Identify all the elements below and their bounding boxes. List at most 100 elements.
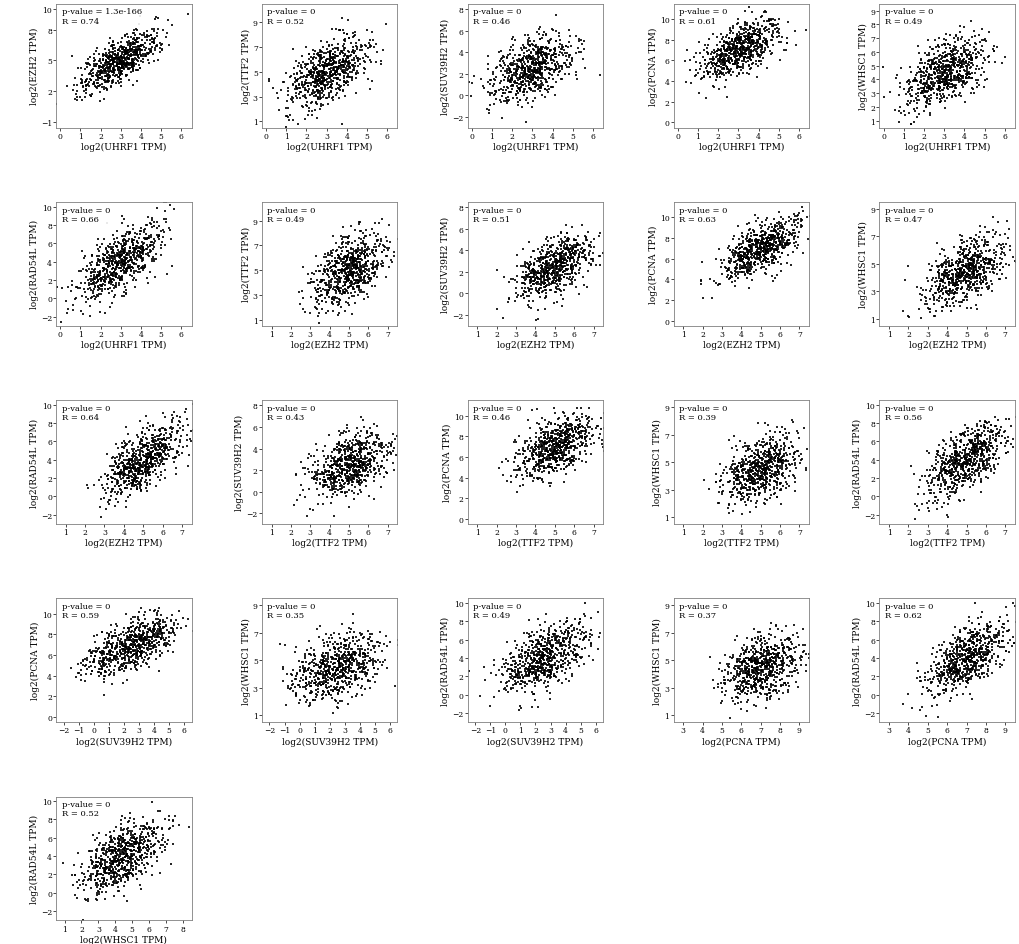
Point bbox=[338, 678, 355, 693]
Point bbox=[793, 452, 809, 467]
Point bbox=[946, 659, 962, 674]
Point bbox=[726, 278, 742, 294]
Point bbox=[523, 646, 539, 661]
Point bbox=[548, 268, 565, 283]
Point bbox=[902, 117, 918, 132]
Point bbox=[298, 676, 314, 691]
Point bbox=[537, 283, 553, 298]
Point bbox=[108, 853, 124, 868]
Point bbox=[165, 442, 181, 457]
Point bbox=[944, 275, 960, 290]
Point bbox=[711, 66, 728, 81]
Point bbox=[963, 51, 979, 66]
Point bbox=[338, 654, 355, 669]
Point bbox=[138, 637, 154, 652]
Point bbox=[749, 258, 765, 273]
Point bbox=[328, 76, 344, 92]
Point bbox=[165, 812, 181, 827]
Point bbox=[132, 630, 149, 645]
Point bbox=[105, 629, 121, 644]
Point bbox=[937, 59, 954, 74]
Point bbox=[746, 622, 762, 637]
Point bbox=[120, 261, 137, 276]
Point bbox=[132, 453, 149, 468]
Point bbox=[716, 261, 733, 277]
Point bbox=[514, 288, 530, 303]
Point bbox=[339, 460, 356, 475]
Point bbox=[554, 423, 571, 438]
Point bbox=[723, 481, 740, 497]
Point bbox=[327, 291, 343, 306]
Point bbox=[345, 647, 362, 662]
Point bbox=[318, 664, 334, 679]
Point bbox=[758, 641, 774, 656]
Point bbox=[158, 639, 174, 654]
Point bbox=[978, 239, 995, 254]
Point bbox=[551, 428, 568, 443]
Point bbox=[729, 37, 745, 52]
Point bbox=[86, 277, 102, 292]
Point bbox=[966, 246, 982, 261]
Point bbox=[687, 69, 703, 84]
Point bbox=[123, 43, 140, 59]
Point bbox=[506, 657, 523, 672]
Point bbox=[577, 609, 593, 624]
Point bbox=[92, 641, 108, 656]
Point bbox=[733, 49, 749, 64]
Point bbox=[767, 435, 784, 450]
Point bbox=[922, 475, 938, 490]
Point bbox=[540, 448, 556, 464]
Point bbox=[789, 238, 805, 253]
Point bbox=[357, 431, 373, 447]
Point bbox=[510, 664, 526, 679]
Point bbox=[707, 58, 723, 73]
Point bbox=[977, 632, 994, 647]
Point bbox=[341, 264, 358, 279]
Point bbox=[722, 34, 739, 49]
Point bbox=[88, 270, 104, 285]
Point bbox=[548, 277, 565, 292]
Point bbox=[551, 275, 568, 290]
Point bbox=[779, 632, 795, 647]
Point bbox=[566, 232, 582, 247]
Point bbox=[745, 460, 761, 475]
Point bbox=[350, 261, 366, 277]
Point bbox=[760, 646, 776, 661]
Point bbox=[961, 257, 977, 272]
Point bbox=[764, 239, 781, 254]
Point bbox=[503, 59, 520, 74]
Point bbox=[956, 667, 972, 683]
Point bbox=[728, 462, 744, 477]
Point bbox=[934, 275, 951, 290]
Point bbox=[557, 246, 574, 261]
Point bbox=[345, 469, 362, 484]
Point bbox=[767, 239, 784, 254]
Point bbox=[128, 228, 145, 243]
Point bbox=[953, 59, 969, 74]
Point bbox=[772, 653, 789, 668]
Point bbox=[315, 668, 331, 683]
Point bbox=[732, 470, 748, 485]
Point bbox=[154, 457, 170, 472]
Point bbox=[736, 26, 752, 42]
Point bbox=[351, 268, 367, 283]
Point bbox=[757, 5, 773, 20]
Point bbox=[533, 656, 549, 671]
Point bbox=[525, 244, 541, 260]
Point bbox=[950, 32, 966, 47]
Point bbox=[548, 245, 565, 261]
Point bbox=[759, 640, 775, 655]
Point bbox=[130, 231, 147, 246]
Point bbox=[540, 460, 556, 475]
Point bbox=[717, 44, 734, 59]
Point bbox=[749, 653, 765, 668]
Point bbox=[111, 853, 127, 868]
Point bbox=[735, 250, 751, 265]
Point bbox=[516, 89, 532, 104]
Point bbox=[552, 246, 569, 261]
Point bbox=[746, 672, 762, 687]
Point bbox=[124, 459, 141, 474]
Point bbox=[152, 442, 168, 457]
Point bbox=[137, 464, 153, 479]
Point bbox=[307, 73, 323, 88]
